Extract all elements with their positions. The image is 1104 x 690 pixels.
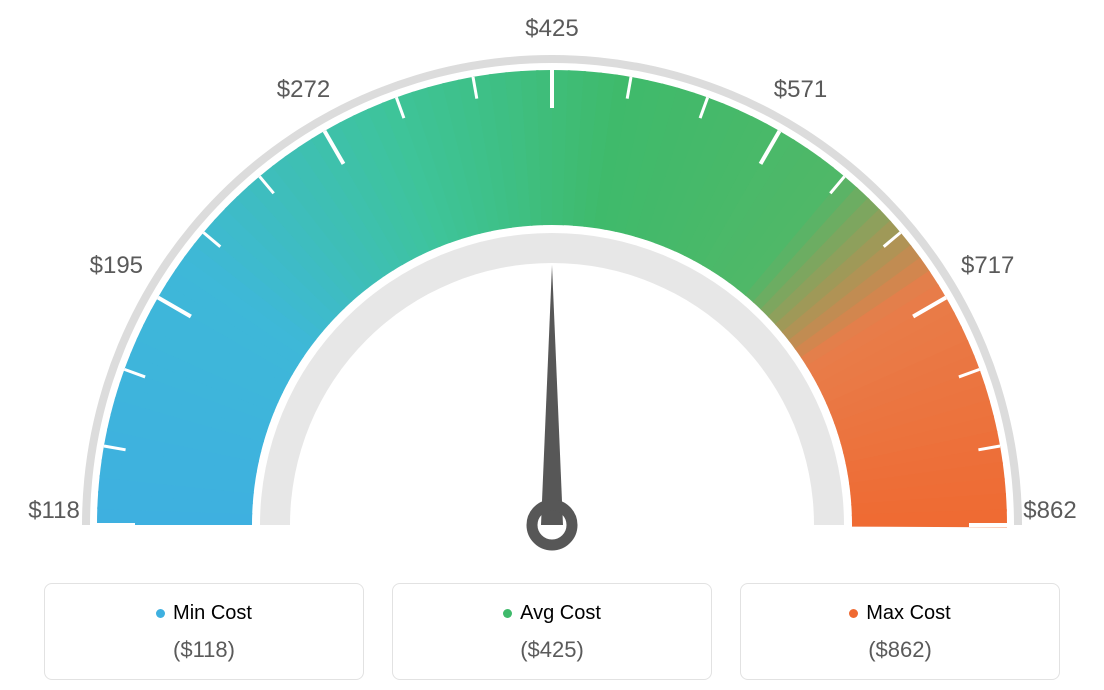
legend-title-max: Max Cost xyxy=(849,602,950,625)
dot-icon xyxy=(503,609,512,618)
legend-label: Max Cost xyxy=(866,602,950,625)
dot-icon xyxy=(156,609,165,618)
gauge-svg xyxy=(0,0,1104,560)
gauge-tick-label: $425 xyxy=(525,15,578,43)
legend-card-max: Max Cost ($862) xyxy=(740,583,1060,680)
gauge-tick-label: $862 xyxy=(1023,497,1076,525)
legend-value-avg: ($425) xyxy=(403,637,701,663)
legend-label: Min Cost xyxy=(173,602,252,625)
legend-value-max: ($862) xyxy=(751,637,1049,663)
dot-icon xyxy=(849,609,858,618)
gauge-tick-label: $118 xyxy=(28,497,80,525)
gauge-tick-label: $717 xyxy=(961,252,1014,280)
gauge-tick-label: $272 xyxy=(277,76,330,104)
gauge-tick-label: $571 xyxy=(774,76,827,104)
gauge-chart: $118 $195 $272 $425 $571 $717 $862 xyxy=(0,0,1104,560)
legend-card-avg: Avg Cost ($425) xyxy=(392,583,712,680)
gauge-tick-label: $195 xyxy=(90,252,143,280)
legend-card-min: Min Cost ($118) xyxy=(44,583,364,680)
legend-title-avg: Avg Cost xyxy=(503,602,601,625)
legend-label: Avg Cost xyxy=(520,602,601,625)
legend-row: Min Cost ($118) Avg Cost ($425) Max Cost… xyxy=(0,583,1104,680)
legend-value-min: ($118) xyxy=(55,637,353,663)
legend-title-min: Min Cost xyxy=(156,602,252,625)
